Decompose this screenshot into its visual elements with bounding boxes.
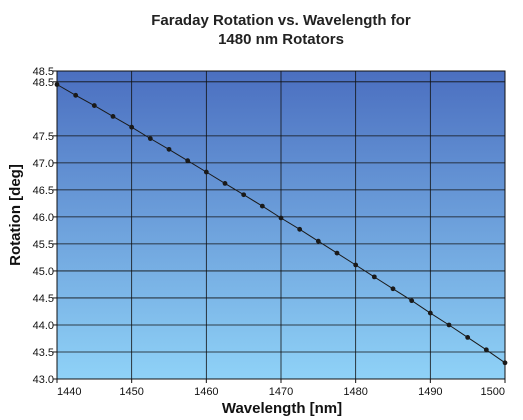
data-point — [297, 226, 303, 232]
data-point — [483, 347, 489, 353]
y-axis-ticks: 48.548.5 47.5 47.0 46.5 46.0 45.5 45.0 44.5 44.0… — [33, 66, 57, 386]
series-points — [54, 82, 508, 366]
chart-title-line-1: Faraday Rotation vs. Wavelength for — [151, 12, 411, 29]
x-tick-label: 1440 — [57, 386, 81, 398]
y-tick-label: 43.5 — [33, 347, 54, 359]
data-point — [203, 169, 209, 175]
y-tick-label: 44.0 — [33, 320, 54, 332]
y-tick-label: 45.0 — [33, 266, 54, 278]
y-tick-label: 45.5 — [33, 239, 54, 251]
y-tick-label: 46.0 — [33, 212, 54, 224]
data-point — [446, 322, 452, 328]
x-tick-label: 1460 — [194, 386, 218, 398]
x-tick-label: 1470 — [269, 386, 293, 398]
data-point — [222, 180, 228, 186]
x-axis-label: Wavelength [nm] — [222, 400, 342, 417]
data-point — [353, 262, 359, 268]
data-point — [259, 203, 265, 209]
data-point — [427, 310, 433, 316]
data-point — [278, 215, 284, 221]
x-axis-ticks: 1440 1450 1460 1470 1480 1490 1500 — [56, 379, 506, 398]
y-tick-label: 48.5 — [33, 77, 54, 89]
y-tick-label: 47.0 — [33, 158, 54, 170]
data-point — [390, 286, 396, 292]
data-point — [73, 92, 79, 98]
data-point — [315, 238, 321, 244]
x-tick-label: 1500 — [481, 386, 505, 398]
data-point — [129, 124, 135, 130]
y-tick-label: 48.5 — [33, 66, 54, 78]
data-point — [147, 136, 153, 141]
y-axis-label: Rotation [deg] — [7, 164, 24, 266]
x-tick-label: 1490 — [418, 386, 442, 398]
data-point — [371, 274, 377, 280]
y-tick-label: 44.5 — [33, 293, 54, 305]
data-point — [54, 82, 60, 87]
data-point — [502, 360, 508, 366]
data-point — [334, 250, 340, 256]
chart-title-line-2: 1480 nm Rotators — [218, 31, 344, 48]
x-tick-label: 1480 — [343, 386, 367, 398]
x-tick-label: 1450 — [119, 386, 143, 398]
data-point — [91, 103, 97, 108]
data-point — [110, 113, 116, 119]
data-point — [185, 158, 191, 164]
data-point — [166, 146, 172, 152]
data-point — [241, 192, 247, 198]
y-tick-label: 43.0 — [33, 374, 54, 386]
y-tick-label: 47.5 — [33, 131, 54, 143]
data-point — [409, 298, 415, 304]
data-point — [465, 334, 471, 340]
y-tick-label: 46.5 — [33, 185, 54, 197]
